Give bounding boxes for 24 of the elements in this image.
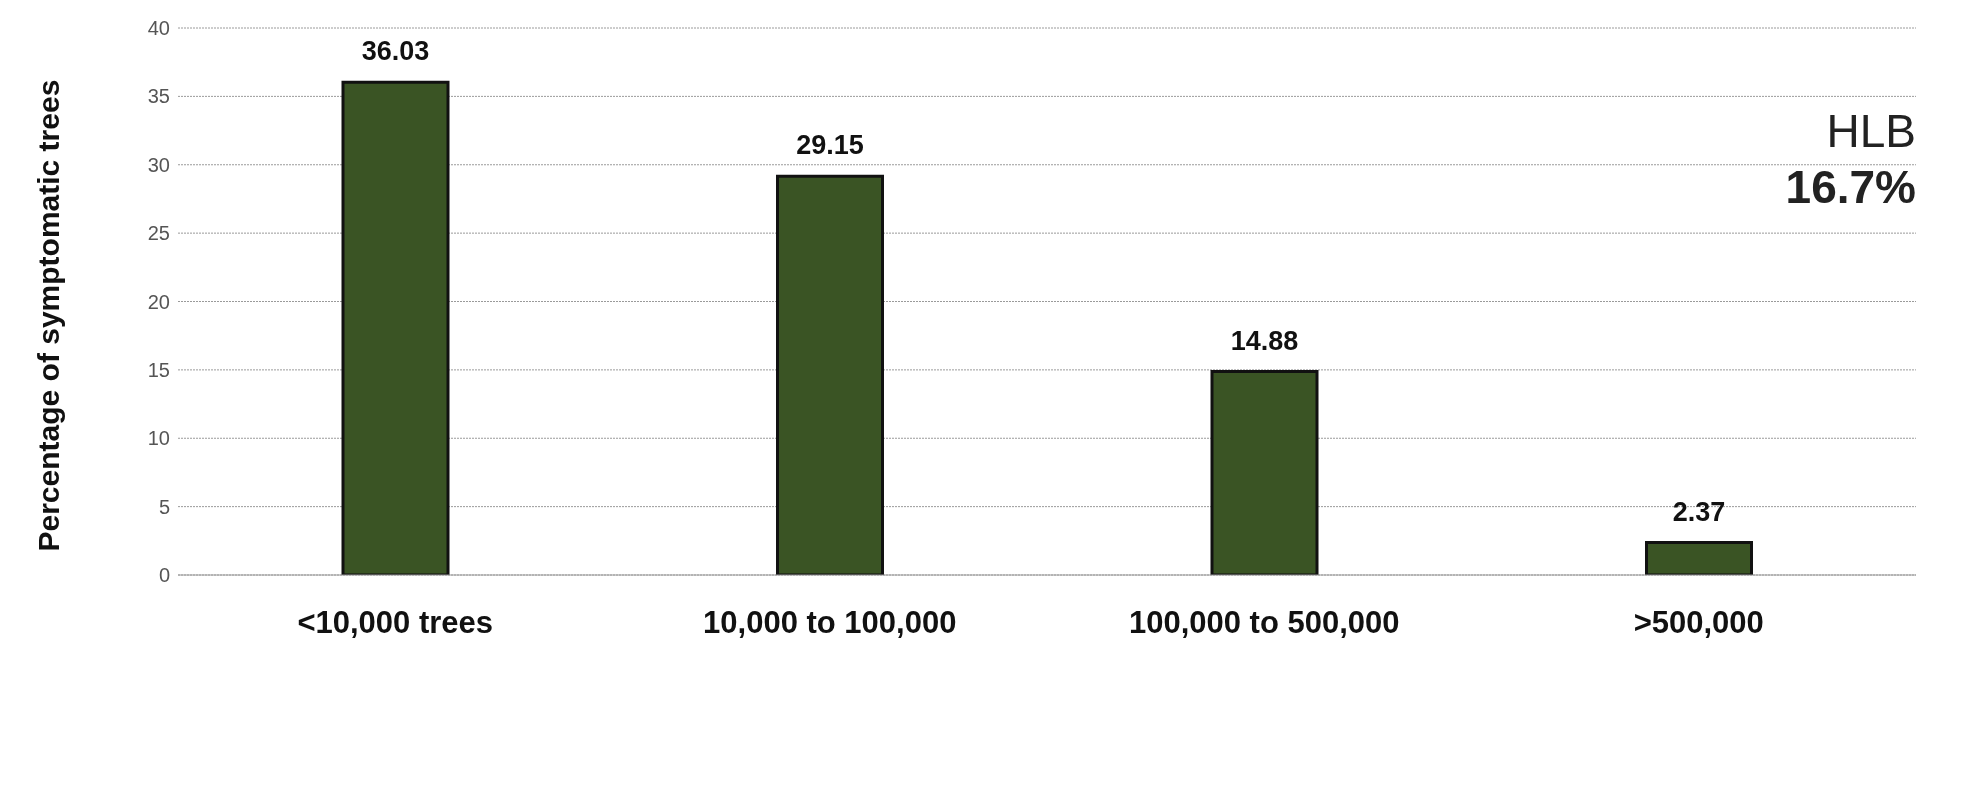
y-axis-title: Percentage of symptomatic trees xyxy=(31,79,65,552)
x-tick-label: >500,000 xyxy=(1633,605,1764,641)
bar xyxy=(1210,370,1319,575)
y-tick-label: 35 xyxy=(147,85,170,108)
y-tick-label: 10 xyxy=(147,427,170,450)
y-tick-label: 5 xyxy=(158,495,170,518)
x-tick-label: <10,000 trees xyxy=(297,605,494,641)
annotation: 16.7% xyxy=(1785,160,1916,215)
y-tick-label: 0 xyxy=(158,564,170,587)
bar xyxy=(341,80,450,575)
data-label: 14.88 xyxy=(1230,325,1299,356)
y-tick-label: 20 xyxy=(147,290,170,313)
y-tick-label: 40 xyxy=(147,17,170,40)
annotation: HLB xyxy=(1825,104,1916,159)
data-label: 29.15 xyxy=(796,130,864,161)
y-tick-label: 25 xyxy=(147,222,170,245)
data-label: 2.37 xyxy=(1672,496,1726,527)
y-tick-label: 15 xyxy=(147,358,170,381)
x-tick-label: 100,000 to 500,000 xyxy=(1128,605,1400,641)
y-tick-label: 30 xyxy=(147,153,170,176)
bar xyxy=(776,174,884,575)
data-label: 36.03 xyxy=(361,36,430,67)
bar xyxy=(1645,541,1753,575)
x-tick-label: 10,000 to 100,000 xyxy=(703,605,957,641)
